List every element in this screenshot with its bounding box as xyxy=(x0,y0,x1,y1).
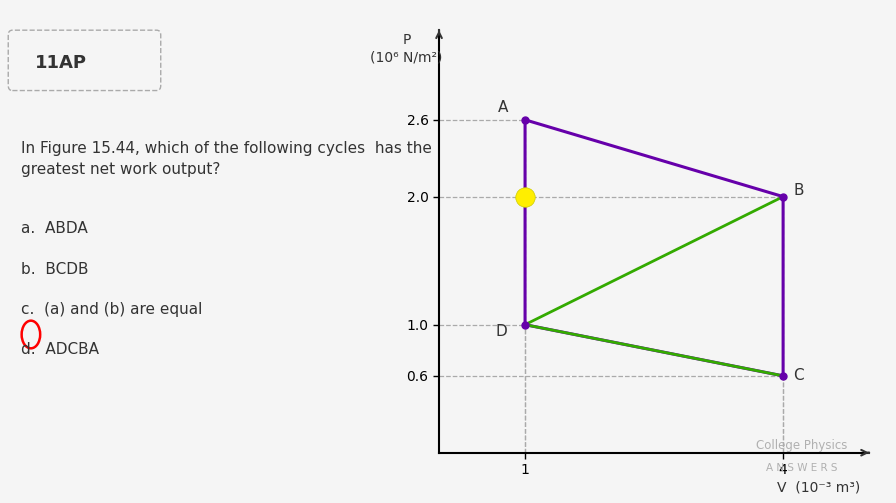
Text: A N S W E R S: A N S W E R S xyxy=(766,463,838,473)
Text: B: B xyxy=(793,183,804,198)
Text: c.  (a) and (b) are equal: c. (a) and (b) are equal xyxy=(21,302,202,317)
FancyBboxPatch shape xyxy=(8,30,160,91)
Text: C: C xyxy=(793,368,804,383)
Text: b.  BCDB: b. BCDB xyxy=(21,262,88,277)
Text: V  (10⁻³ m³): V (10⁻³ m³) xyxy=(777,481,860,495)
Text: D: D xyxy=(495,323,507,339)
Text: d.  ADCBA: d. ADCBA xyxy=(21,342,99,357)
Text: P
(10⁶ N/m²): P (10⁶ N/m²) xyxy=(370,33,443,64)
Text: 11AP: 11AP xyxy=(35,54,87,72)
Text: a.  ABDA: a. ABDA xyxy=(21,221,87,236)
Text: College Physics: College Physics xyxy=(756,439,848,452)
Text: A: A xyxy=(498,100,509,115)
Text: In Figure 15.44, which of the following cycles  has the
greatest net work output: In Figure 15.44, which of the following … xyxy=(21,141,432,177)
